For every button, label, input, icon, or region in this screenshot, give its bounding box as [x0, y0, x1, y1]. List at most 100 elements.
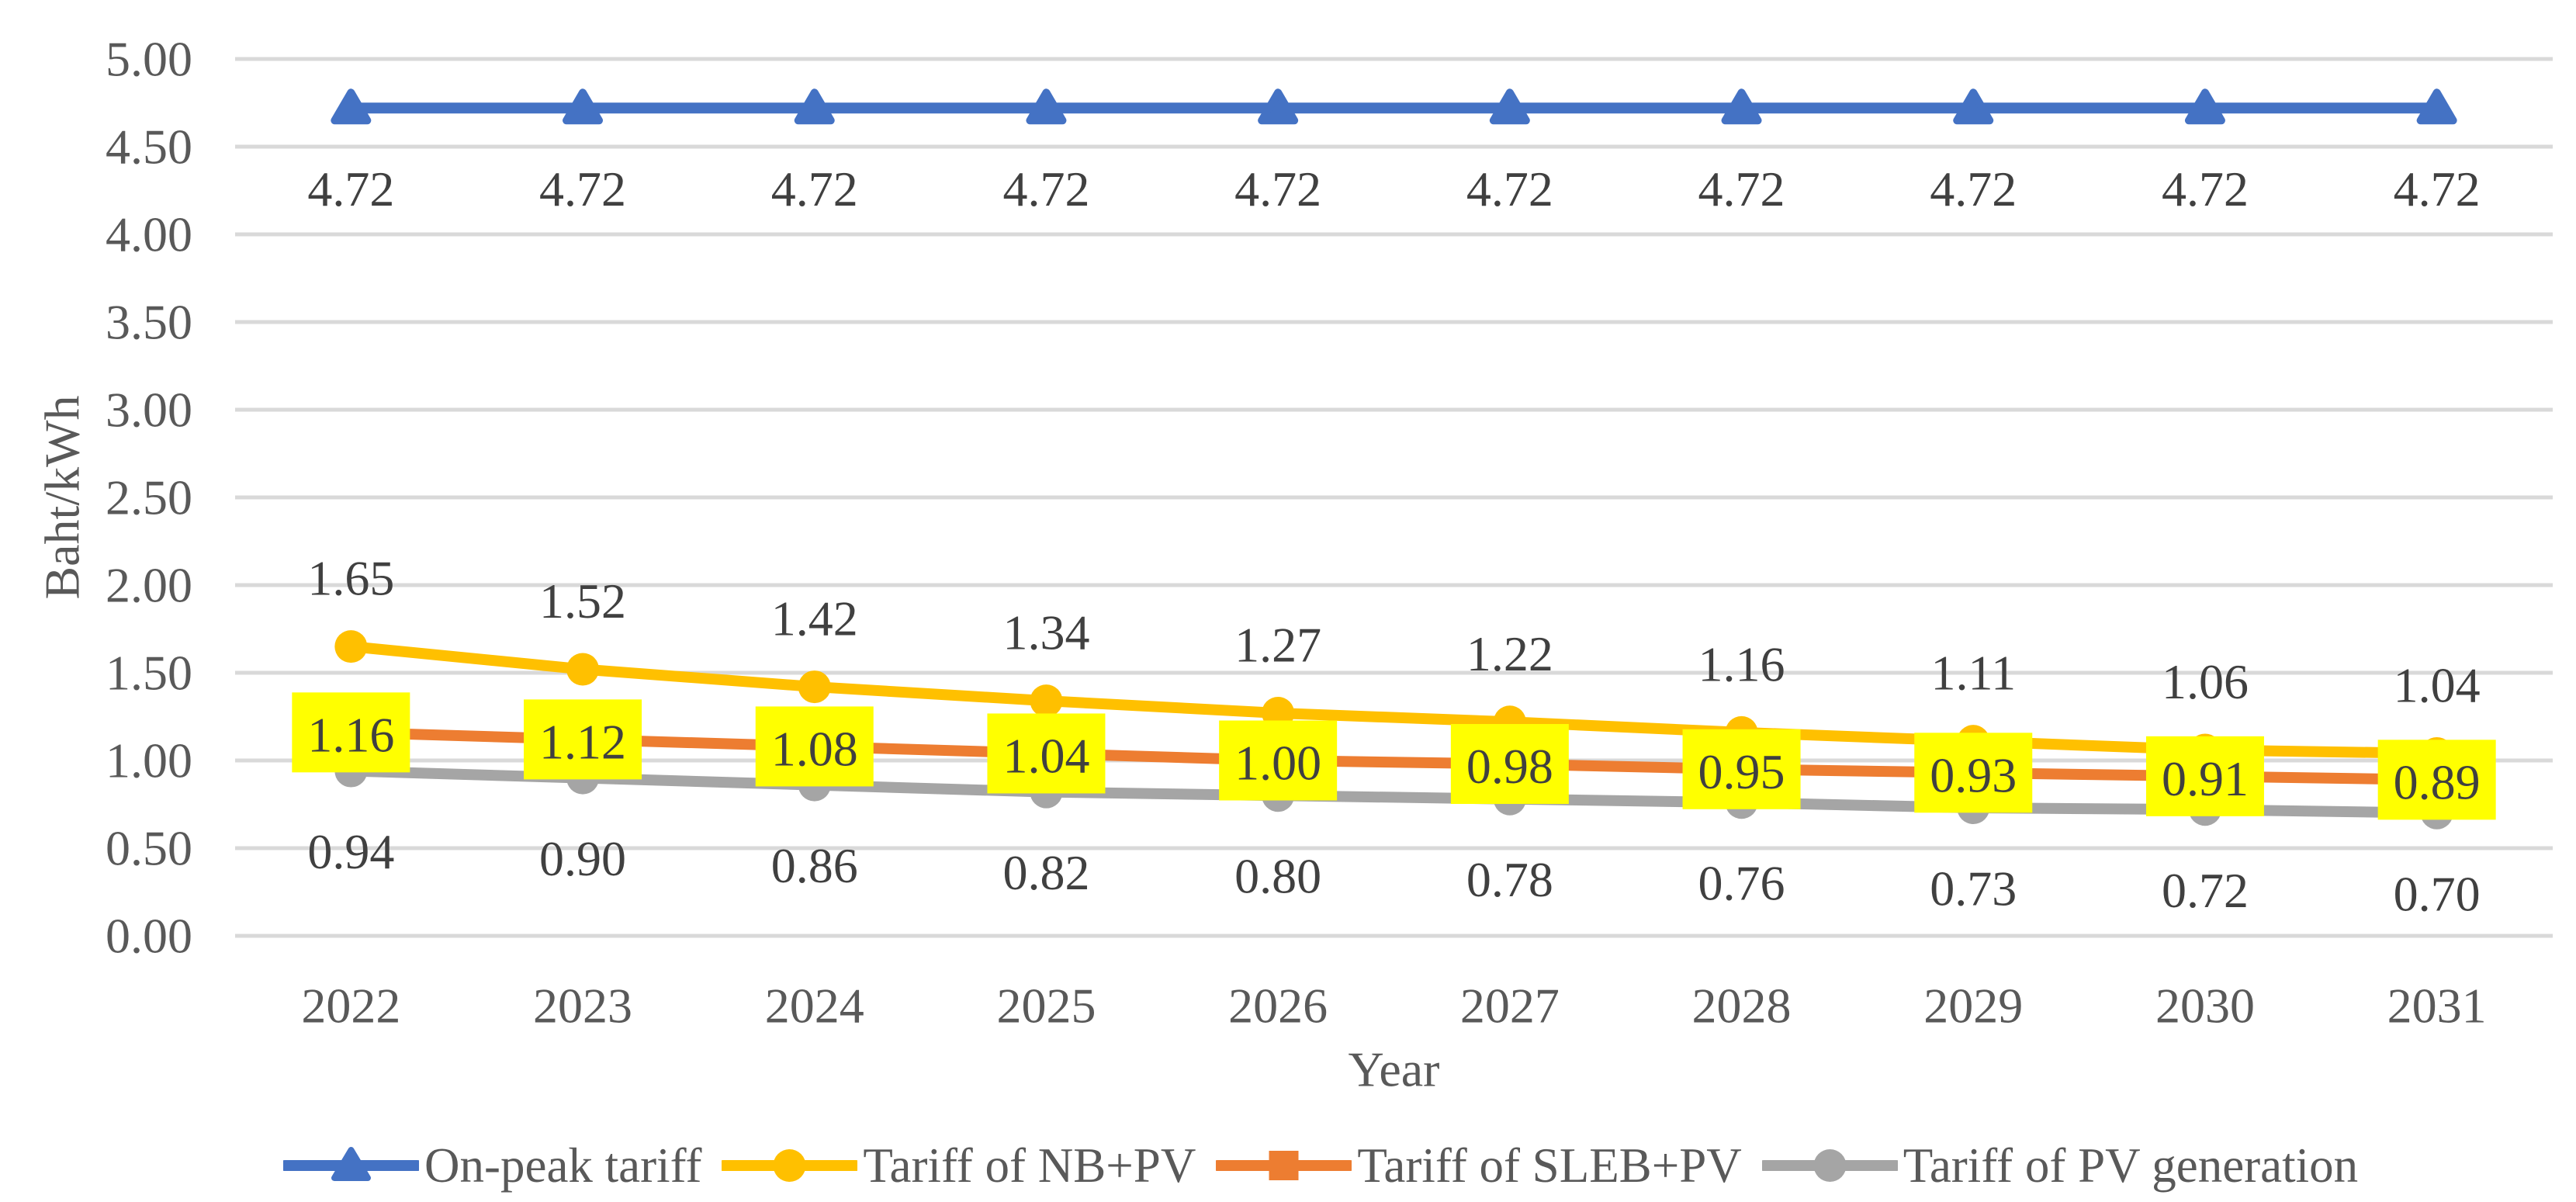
legend-label: Tariff of SLEB+PV	[1357, 1138, 1742, 1193]
legend-label: Tariff of NB+PV	[863, 1138, 1196, 1193]
data-label: 4.72	[1698, 161, 1785, 216]
data-label-highlight	[987, 713, 1106, 794]
data-label: 0.86	[771, 838, 858, 893]
data-label: 1.27	[1234, 617, 1321, 672]
circle-legend-marker-icon	[1761, 1149, 1898, 1182]
data-label: 4.72	[307, 161, 394, 216]
data-label: 4.72	[771, 161, 858, 216]
data-label-highlight	[1914, 733, 2033, 813]
y-tick-label: 3.00	[106, 383, 192, 438]
x-tick-label: 2027	[1460, 979, 1560, 1034]
series-marker-0	[1489, 88, 1530, 125]
series-marker-1	[334, 630, 368, 663]
series-marker-0	[1721, 88, 1762, 125]
triangle-legend-marker-icon	[283, 1147, 419, 1181]
series-marker-0	[794, 88, 835, 125]
y-tick-label: 1.50	[106, 646, 192, 701]
data-label: 4.72	[1930, 161, 2017, 216]
data-label: 1.04	[1002, 728, 1089, 783]
data-label: 4.72	[2162, 161, 2249, 216]
series-line-3	[345, 765, 2443, 819]
data-label: 0.72	[2162, 863, 2249, 918]
y-tick-label: 4.50	[106, 120, 192, 175]
data-label-highlight	[1450, 724, 1569, 805]
data-label: 1.00	[1234, 736, 1321, 791]
x-tick-label: 2022	[301, 979, 400, 1034]
y-tick-label: 0.00	[106, 909, 192, 964]
data-label-highlight	[2377, 740, 2496, 820]
data-label: 0.80	[1234, 849, 1321, 904]
x-tick-label: 2029	[1923, 979, 2023, 1034]
data-label: 0.91	[2162, 751, 2249, 806]
x-tick-label: 2028	[1692, 979, 1792, 1034]
series-line-1	[345, 641, 2443, 759]
data-label: 4.72	[2394, 161, 2481, 216]
legend-item-1: Tariff of NB+PV	[722, 1138, 1196, 1193]
data-label: 0.95	[1698, 744, 1785, 799]
legend-item-2: Tariff of SLEB+PV	[1216, 1138, 1742, 1193]
data-label: 1.16	[307, 707, 394, 762]
y-tick-label: 1.00	[106, 733, 192, 788]
data-label: 0.90	[539, 831, 626, 886]
y-tick-label: 2.00	[106, 558, 192, 613]
data-label: 0.94	[307, 824, 394, 879]
data-label: 1.04	[2394, 657, 2481, 712]
data-label-highlight	[292, 692, 410, 773]
data-label: 4.72	[1466, 161, 1553, 216]
x-tick-label: 2023	[533, 979, 632, 1034]
data-label: 1.08	[771, 721, 858, 776]
chart-legend: On-peak tariff Tariff of NB+PV Tariff of S…	[283, 1138, 2358, 1193]
series-marker-1	[566, 653, 600, 686]
data-label: 0.70	[2394, 866, 2481, 921]
y-tick-label: 0.50	[106, 821, 192, 876]
data-label: 4.72	[1002, 161, 1089, 216]
data-label: 4.72	[1234, 161, 1321, 216]
data-label: 1.52	[539, 573, 626, 629]
data-label-highlight	[755, 706, 874, 787]
x-tick-label: 2024	[765, 979, 864, 1034]
data-label-highlight	[1219, 720, 1338, 801]
series-marker-0	[1258, 88, 1299, 125]
data-label-highlight	[1682, 729, 1801, 809]
data-label: 1.34	[1002, 605, 1089, 660]
circle-legend-marker-icon	[722, 1149, 858, 1182]
x-tick-label: 2026	[1228, 979, 1328, 1034]
data-label-highlight	[2145, 736, 2264, 816]
legend-item-3: Tariff of PV generation	[1761, 1138, 2358, 1193]
data-label: 0.73	[1930, 861, 2017, 916]
y-tick-label: 4.00	[106, 207, 192, 262]
data-label: 0.93	[1930, 747, 2017, 802]
data-label: 0.82	[1002, 845, 1089, 900]
series-marker-1	[1030, 684, 1063, 718]
series-marker-0	[2416, 88, 2457, 125]
series-marker-0	[2184, 88, 2225, 125]
square-legend-marker-icon	[1216, 1151, 1352, 1180]
y-axis-title: Baht/kWh	[35, 395, 90, 599]
data-label: 4.72	[539, 161, 626, 216]
data-label: 0.78	[1466, 852, 1553, 907]
series-marker-0	[1953, 88, 1994, 125]
data-label: 0.98	[1466, 739, 1553, 794]
data-label-highlight	[524, 699, 642, 780]
data-label: 1.11	[1930, 646, 2016, 701]
data-label: 1.65	[307, 551, 394, 606]
data-label: 1.12	[539, 714, 626, 769]
y-tick-label: 3.50	[106, 295, 192, 350]
x-tick-label: 2030	[2155, 979, 2255, 1034]
series-marker-0	[1026, 88, 1067, 125]
x-tick-label: 2031	[2387, 979, 2487, 1034]
legend-item-0: On-peak tariff	[283, 1138, 701, 1193]
series-line-2	[345, 726, 2443, 785]
data-label: 1.06	[2162, 654, 2249, 709]
series-marker-0	[563, 88, 604, 125]
legend-label: On-peak tariff	[424, 1138, 702, 1193]
series-marker-0	[331, 88, 372, 125]
series-marker-1	[798, 670, 831, 704]
x-axis-title: Year	[1349, 1042, 1440, 1097]
data-label: 1.22	[1466, 626, 1553, 681]
data-label: 1.16	[1698, 636, 1785, 691]
y-tick-label: 2.50	[106, 470, 192, 525]
y-tick-label: 5.00	[106, 32, 192, 87]
